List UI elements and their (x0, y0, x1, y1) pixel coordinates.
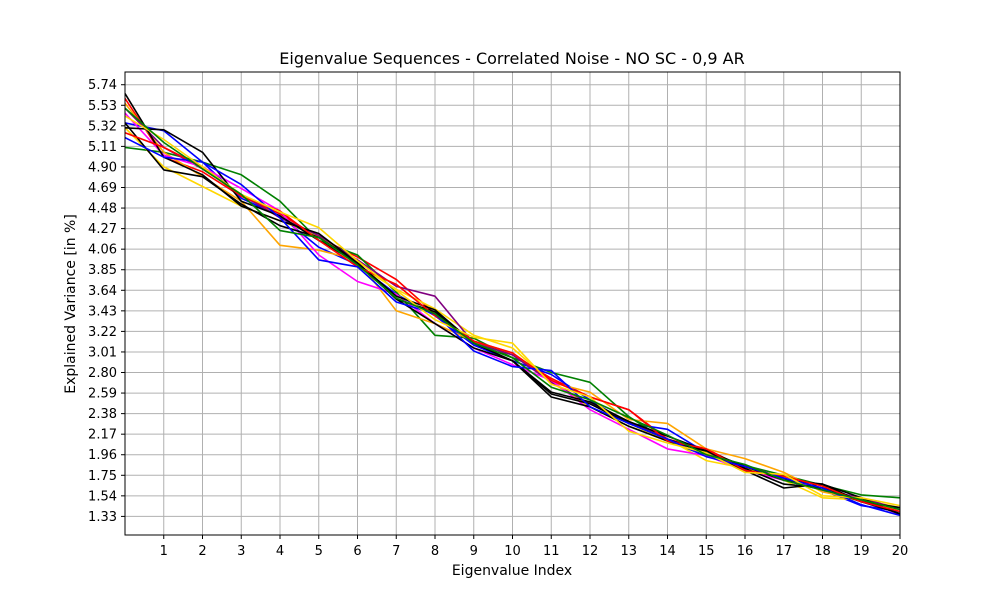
x-tick-label: 16 (737, 544, 754, 559)
x-tick-label: 12 (582, 544, 599, 559)
y-tick-label: 1.33 (88, 510, 117, 525)
x-tick-label: 7 (392, 544, 400, 559)
x-tick-label: 10 (504, 544, 521, 559)
y-tick-label: 2.17 (88, 428, 117, 443)
y-tick-label: 2.38 (88, 407, 117, 422)
y-tick-label: 5.74 (88, 78, 117, 93)
x-tick-label: 8 (431, 544, 439, 559)
y-tick-label: 3.43 (88, 304, 117, 319)
x-tick-label: 11 (543, 544, 560, 559)
y-tick-label: 1.96 (88, 448, 117, 463)
y-tick-label: 3.85 (88, 263, 117, 278)
series-lines (124, 93, 901, 517)
x-tick-label: 19 (853, 544, 870, 559)
y-tick-label: 4.69 (88, 181, 117, 196)
y-tick-label: 4.06 (88, 243, 117, 258)
grid-lines (125, 72, 901, 535)
x-tick-label: 14 (659, 544, 676, 559)
y-tick-label: 3.64 (88, 284, 117, 299)
y-tick-label: 5.11 (88, 140, 117, 155)
x-tick-label: 20 (892, 544, 909, 559)
y-axis-label: Explained Variance [in %] (63, 214, 79, 394)
y-tick-label: 3.01 (88, 345, 117, 360)
y-tick-label: 3.22 (88, 325, 117, 340)
y-tick-label: 1.75 (88, 469, 117, 484)
x-tick-label: 13 (620, 544, 637, 559)
x-tick-label: 6 (353, 544, 361, 559)
y-tick-label: 4.48 (88, 202, 117, 217)
series-line-14 (124, 107, 901, 511)
y-tick-label: 4.90 (88, 160, 117, 175)
x-tick-label: 2 (198, 544, 206, 559)
x-tick-label: 9 (470, 544, 478, 559)
y-tick-label: 1.54 (88, 489, 117, 504)
x-axis-ticks: 1 2 3 4 5 6 7 8 9 10 11 12 13 14 15 16 17 18 19 20 (160, 535, 909, 559)
y-tick-label: 5.53 (88, 99, 117, 114)
x-tick-label: 3 (237, 544, 245, 559)
x-tick-label: 4 (276, 544, 284, 559)
x-tick-label: 15 (698, 544, 715, 559)
x-tick-label: 1 (160, 544, 168, 559)
chart-title: Eigenvalue Sequences - Correlated Noise … (279, 49, 744, 68)
y-tick-label: 4.27 (88, 222, 117, 237)
y-tick-label: 5.32 (88, 119, 117, 134)
x-tick-label: 5 (315, 544, 323, 559)
x-axis-label: Eigenvalue Index (452, 563, 572, 579)
series-line-13 (124, 115, 901, 507)
y-tick-label: 2.59 (88, 387, 117, 402)
y-tick-label: 2.80 (88, 366, 117, 381)
y-axis-ticks: 5.74 5.53 5.32 5.11 4.90 4.69 4.48 4.27 4.06 3.85… (88, 78, 125, 525)
x-tick-label: 17 (775, 544, 792, 559)
x-tick-label: 18 (814, 544, 831, 559)
